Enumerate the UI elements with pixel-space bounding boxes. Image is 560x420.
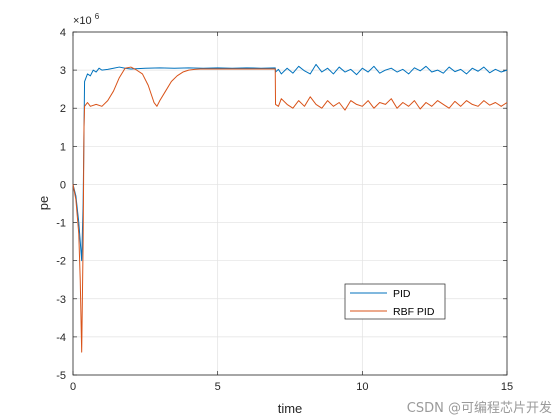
y-tick-label: 3	[60, 65, 66, 77]
series-lines	[72, 63, 508, 353]
y-tick-label: 4	[60, 27, 66, 39]
y-tick-label: -4	[56, 332, 66, 344]
y-tick-label: -2	[56, 256, 66, 268]
x-axis-label: time	[278, 401, 303, 416]
series-line-pid	[72, 63, 508, 262]
legend-label-pid: PID	[393, 288, 411, 300]
x-tick-label: 5	[215, 381, 221, 393]
y-exponent-label: ×10 6	[73, 12, 100, 27]
y-exponent-base: ×10	[73, 15, 92, 27]
legend-label-rbf-pid: RBF PID	[393, 306, 435, 318]
legend: PID RBF PID	[344, 283, 446, 320]
x-tick-label: 15	[501, 381, 513, 393]
watermark: CSDN @可编程芯片开发	[406, 401, 552, 416]
y-exponent-power: 6	[95, 12, 100, 21]
x-tick-label: 10	[356, 381, 368, 393]
legend-box	[344, 283, 446, 320]
axis-ticks	[72, 31, 508, 376]
y-tick-label: 1	[60, 141, 66, 153]
y-tick-label: -5	[56, 370, 66, 382]
y-axis-label: pe	[36, 196, 51, 210]
plot-area	[72, 31, 508, 376]
series-line-rbf-pid	[72, 66, 508, 353]
y-tick-label: -1	[56, 218, 66, 230]
tick-labels: 0 5 10 15 -5 -4 -3 -2 -1 0 1 2 3 4	[56, 27, 513, 393]
y-tick-label: 2	[60, 103, 66, 115]
y-tick-label: -3	[56, 294, 66, 306]
x-tick-label: 0	[70, 381, 76, 393]
y-tick-label: 0	[60, 179, 66, 191]
